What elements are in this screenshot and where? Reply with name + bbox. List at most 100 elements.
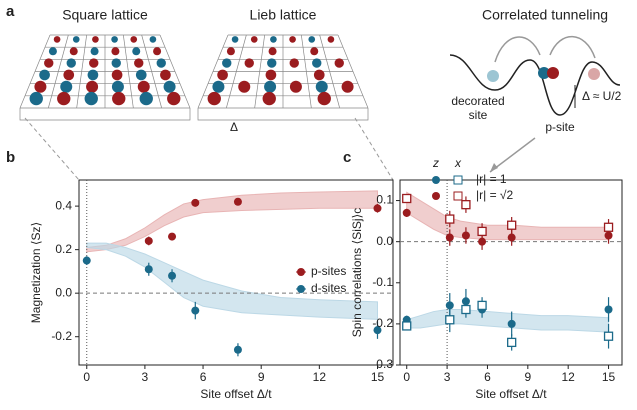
atom <box>57 91 71 106</box>
atom <box>217 69 228 81</box>
data-point <box>168 232 177 241</box>
atom <box>341 80 354 93</box>
data-point <box>507 220 517 230</box>
arrow <box>549 35 596 59</box>
atom <box>207 91 221 106</box>
atom <box>137 80 150 93</box>
atom <box>310 47 319 56</box>
x-axis-label: Site offset Δ/t <box>475 387 547 401</box>
lattice-line <box>197 34 229 109</box>
atom <box>308 36 316 43</box>
data-point <box>445 233 454 242</box>
atom <box>163 80 176 93</box>
lattice-illustrations <box>19 34 369 121</box>
lattice-line <box>225 34 247 109</box>
atom <box>222 58 232 68</box>
y-tick-label: -0.2 <box>372 316 393 330</box>
atom <box>588 68 600 80</box>
atom <box>268 47 277 56</box>
data-point <box>168 271 177 280</box>
atom <box>130 36 138 43</box>
atom <box>132 47 141 56</box>
x-tick-label: 12 <box>562 370 576 384</box>
x-tick-label: 9 <box>524 370 531 384</box>
atom <box>262 91 276 106</box>
label: decorated <box>451 94 504 108</box>
atom <box>87 69 99 81</box>
y-tick-label: -0.3 <box>372 357 393 371</box>
legend-label: |r| = 1 <box>476 172 507 186</box>
lattice-line <box>76 34 88 109</box>
plot-frame <box>399 179 623 366</box>
atom <box>315 80 328 93</box>
data-point <box>402 321 412 331</box>
data-point <box>233 197 242 206</box>
atom <box>327 36 335 43</box>
data-point <box>461 200 471 210</box>
atom <box>270 36 277 43</box>
atom <box>92 36 99 43</box>
data-point <box>373 326 382 335</box>
legend-marker <box>453 191 463 201</box>
lattice-line <box>337 34 369 109</box>
y-tick-label: -0.1 <box>372 275 393 289</box>
confidence-band <box>86 242 378 320</box>
atom <box>538 67 550 79</box>
arrow <box>494 36 541 63</box>
atom <box>153 47 162 56</box>
atom <box>244 58 254 68</box>
data-point <box>507 337 517 348</box>
plot-frame <box>78 179 394 366</box>
legend-label: d-sites <box>311 281 346 295</box>
atom <box>160 69 171 81</box>
zoom-line <box>354 117 394 181</box>
atom <box>111 80 124 93</box>
atom <box>264 80 277 93</box>
lattice-line <box>319 34 341 109</box>
x-axis-label: Site offset Δ/t <box>200 387 272 401</box>
atom <box>149 36 157 43</box>
data-point <box>507 233 516 242</box>
panel-label: b <box>6 149 15 166</box>
data-point <box>402 193 412 204</box>
data-point <box>477 226 487 237</box>
atom <box>72 36 80 43</box>
lattice-line <box>254 34 266 109</box>
atom <box>63 69 75 81</box>
x-tick-label: 9 <box>258 370 265 384</box>
atom <box>289 58 299 68</box>
legend-marker <box>453 175 463 185</box>
x-tick-label: 6 <box>484 370 491 384</box>
atom <box>86 80 99 93</box>
legend-marker <box>432 192 440 200</box>
y-axis-label: Spin correlations ⟨SiSj⟩c <box>350 208 364 337</box>
legend-marker <box>432 176 440 184</box>
atom <box>231 36 239 43</box>
atom <box>48 47 57 56</box>
atom <box>156 58 166 68</box>
x-tick-label: 3 <box>444 370 451 384</box>
lattice-line <box>47 34 69 109</box>
atom <box>135 69 147 81</box>
atom <box>226 47 235 56</box>
atom <box>334 58 344 68</box>
data-point <box>445 315 455 325</box>
x-tick-label: 6 <box>200 370 207 384</box>
data-point <box>478 237 487 246</box>
data-point <box>402 208 411 217</box>
atom <box>317 91 331 106</box>
label: p-site <box>545 120 575 134</box>
data-point <box>191 306 200 315</box>
label: Δ <box>230 120 238 134</box>
data-point <box>461 304 471 315</box>
atom <box>66 58 76 68</box>
atom <box>112 91 126 106</box>
atom <box>44 58 54 68</box>
x-tick-label: 15 <box>602 370 616 384</box>
data-point <box>477 300 487 311</box>
illustration-title: Square lattice <box>62 7 148 23</box>
lattice-edge <box>197 108 369 121</box>
lattice-line <box>141 34 163 109</box>
panel-label: a <box>6 3 15 20</box>
data-point <box>603 222 614 232</box>
